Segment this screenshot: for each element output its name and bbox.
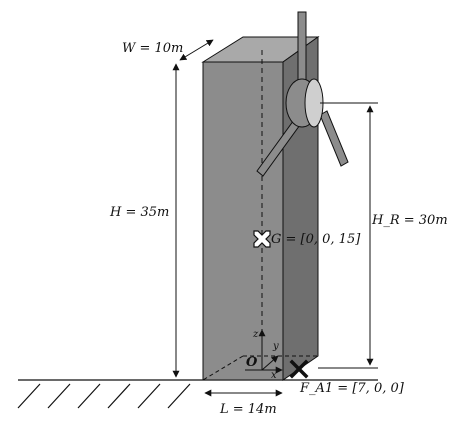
gravity-center-label: G = [0, 0, 15] [271,232,361,247]
blade-lower-right [319,110,349,167]
width-label: W = 10m [122,41,183,56]
axis-x-label: x [271,370,277,381]
rotor [256,11,349,177]
cross-marker-icon [253,230,271,248]
axis-z-label: z [252,329,259,340]
ground [17,379,378,409]
origin-label: O [246,355,258,370]
ground-hatching [17,383,191,409]
blade-up [297,11,307,85]
width-dimension-arrow [179,39,214,61]
length-label: L = 14m [219,402,277,417]
height-label: H = 35m [109,205,169,220]
axis-y-label: y [272,341,279,352]
rotor-height-label: H_R = 30m [371,213,448,228]
anchor-point-label: F_A1 = [7, 0, 0] [299,381,405,396]
bold-x-marker-icon [289,359,309,379]
tower-front-face [202,61,284,381]
coordinate-axes [245,329,283,374]
